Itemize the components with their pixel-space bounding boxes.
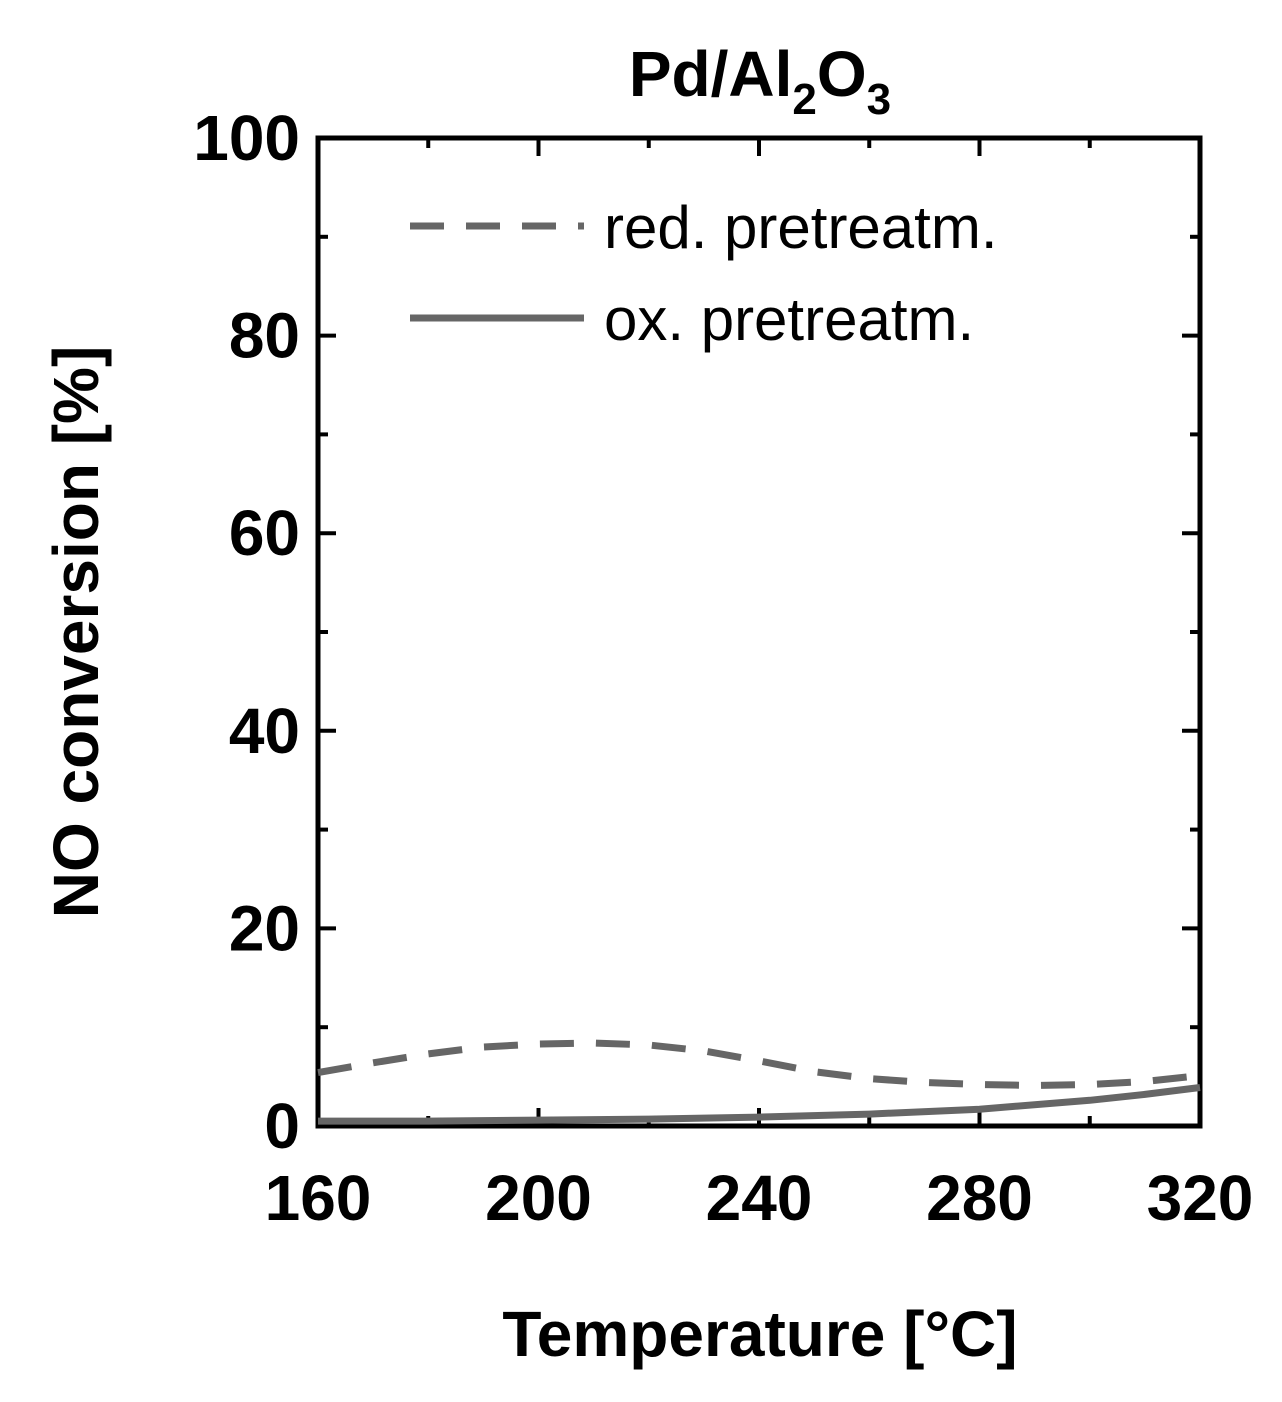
series-line-0 xyxy=(317,1039,1201,1089)
legend-label-1: ox. pretreatm. xyxy=(604,286,974,353)
chart-title-part: 2 xyxy=(792,75,816,124)
legend-label-0: red. pretreatm. xyxy=(604,194,998,261)
y-tick-label: 80 xyxy=(229,300,300,372)
chart-title-part: 3 xyxy=(867,75,891,124)
y-axis-label: NO conversion [%] xyxy=(40,346,112,919)
x-tick-label: 280 xyxy=(926,1162,1033,1234)
axes: 160 200 240 280 320 0 20 40 60 80 100 xyxy=(193,102,1253,1234)
y-tick-label: 0 xyxy=(264,1090,300,1162)
y-tick-label: 20 xyxy=(229,892,300,964)
series-layer xyxy=(317,1039,1201,1125)
chart-title-part: Pd/Al xyxy=(629,38,793,110)
legend: red. pretreatm. ox. pretreatm. xyxy=(410,194,998,353)
x-axis-label: Temperature [°C] xyxy=(502,1298,1017,1370)
chart-title-part: O xyxy=(817,38,867,110)
chart-title: Pd/Al2O3 xyxy=(629,38,891,124)
x-tick-label: 320 xyxy=(1147,1162,1254,1234)
y-tick-label: 60 xyxy=(229,497,300,569)
x-tick-label: 240 xyxy=(706,1162,813,1234)
series-line-1 xyxy=(318,1084,1201,1125)
x-tick-label: 160 xyxy=(265,1162,372,1234)
y-tick-label: 100 xyxy=(193,102,300,174)
y-tick-label: 40 xyxy=(229,695,300,767)
x-tick-label: 200 xyxy=(485,1162,592,1234)
